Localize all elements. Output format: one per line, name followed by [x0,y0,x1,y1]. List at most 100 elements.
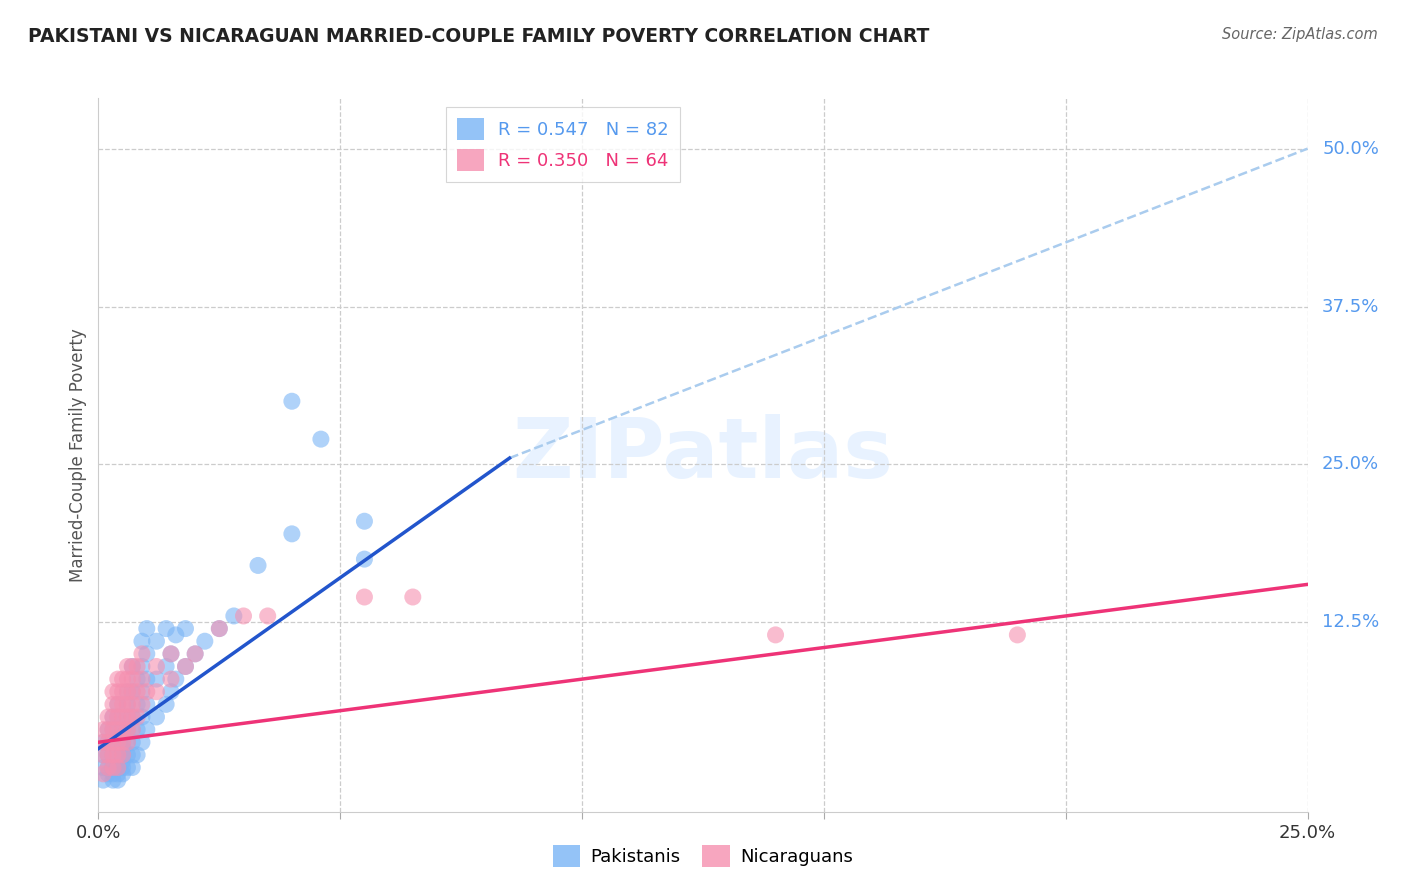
Point [101,723,124,737]
Point [174,659,197,673]
Point [145,672,167,686]
Point [184,647,207,661]
Point [101,684,124,698]
Point [155,698,177,712]
Point [121,710,143,724]
Point [281,526,304,541]
Point [135,622,157,636]
Point [101,767,124,781]
Point [121,672,143,686]
Point [111,729,134,743]
Point [111,760,134,774]
Point [91,735,114,749]
Point [222,609,245,624]
Point [131,634,153,648]
Point [121,760,143,774]
Y-axis label: Married-Couple Family Poverty: Married-Couple Family Poverty [69,328,87,582]
Point [145,659,167,673]
Point [91,773,114,788]
Point [111,710,134,724]
Point [107,760,129,774]
Point [101,760,124,774]
Point [135,698,157,712]
Point [91,747,114,762]
Point [111,741,134,756]
Point [194,634,217,648]
Point [107,773,129,788]
Point [111,723,134,737]
Point [107,767,129,781]
Point [107,672,129,686]
Point [101,773,124,788]
Point [117,684,139,698]
Point [256,609,278,624]
Point [111,723,134,737]
Point [131,672,153,686]
Point [107,747,129,762]
Point [281,394,304,409]
Point [1007,628,1029,642]
Point [107,723,129,737]
Point [117,747,139,762]
Point [91,723,114,737]
Point [101,710,124,724]
Point [353,514,375,528]
Point [127,672,149,686]
Point [107,710,129,724]
Point [101,698,124,712]
Point [101,747,124,762]
Point [145,710,167,724]
Point [155,622,177,636]
Point [111,698,134,712]
Point [131,647,153,661]
Text: Source: ZipAtlas.com: Source: ZipAtlas.com [1222,27,1378,42]
Point [765,628,787,642]
Point [309,432,332,446]
Point [117,659,139,673]
Point [117,710,139,724]
Point [91,735,114,749]
Point [111,747,134,762]
Point [107,698,129,712]
Point [107,747,129,762]
Point [174,622,197,636]
Point [155,659,177,673]
Point [117,710,139,724]
Point [127,698,149,712]
Point [127,684,149,698]
Point [101,723,124,737]
Point [97,760,120,774]
Text: 12.5%: 12.5% [1322,614,1379,632]
Point [127,747,149,762]
Point [111,735,134,749]
Point [91,767,114,781]
Point [117,723,139,737]
Point [97,760,120,774]
Point [117,760,139,774]
Point [121,723,143,737]
Point [97,747,120,762]
Point [232,609,254,624]
Point [111,735,134,749]
Point [184,647,207,661]
Point [117,698,139,712]
Point [111,672,134,686]
Point [402,590,425,604]
Text: 37.5%: 37.5% [1322,298,1379,316]
Point [97,710,120,724]
Point [121,659,143,673]
Point [97,735,120,749]
Point [208,622,231,636]
Point [97,767,120,781]
Point [121,698,143,712]
Point [97,735,120,749]
Point [111,747,134,762]
Point [107,735,129,749]
Point [117,698,139,712]
Point [101,747,124,762]
Point [111,754,134,768]
Point [117,672,139,686]
Text: PAKISTANI VS NICARAGUAN MARRIED-COUPLE FAMILY POVERTY CORRELATION CHART: PAKISTANI VS NICARAGUAN MARRIED-COUPLE F… [28,27,929,45]
Point [121,684,143,698]
Point [160,672,183,686]
